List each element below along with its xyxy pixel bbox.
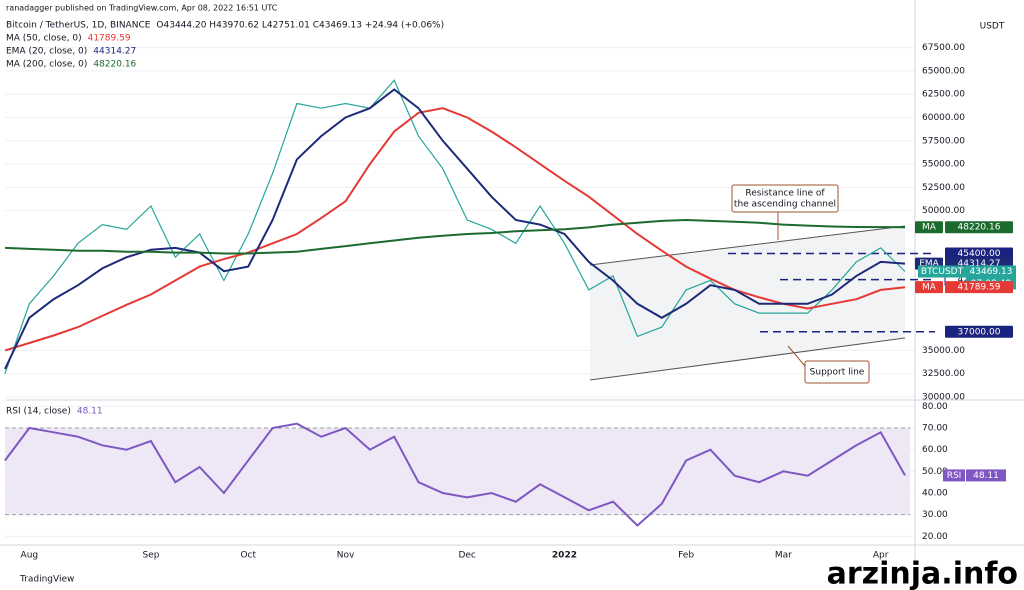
marker-value: 41789.59: [958, 283, 1001, 293]
y-tick-label: 30.00: [922, 510, 948, 520]
marker-bg: [945, 325, 1013, 338]
legend-name: RSI (14, close): [6, 407, 71, 417]
marker-value: 37000.00: [958, 327, 1001, 337]
series-line: [4, 107, 906, 352]
y-tick-label: 20.00: [922, 532, 948, 542]
y-tick-label: 52500.00: [922, 183, 965, 193]
marker-tag-bg: [915, 281, 943, 294]
x-tick-label: Dec: [458, 551, 475, 561]
legend-ohlc: O43444.20 H43970.62 L42751.01 C43469.13 …: [156, 21, 444, 31]
marker-tag: MA: [922, 223, 937, 233]
watermark: arzinja.info: [827, 557, 1018, 590]
y-tick-label: 65000.00: [922, 66, 965, 76]
marker-tag-bg: [943, 469, 965, 482]
y-tick-label: 70.00: [922, 424, 948, 434]
y-tick-label: 57500.00: [922, 136, 965, 146]
y-tick-label: 50.00: [922, 467, 948, 477]
y-tick-label: 60000.00: [922, 113, 965, 123]
marker-tag: BTCUSDT: [921, 267, 964, 277]
legend-name: MA (200, close, 0): [6, 60, 87, 70]
support-line: [589, 337, 906, 381]
annotation-text: Resistance line of: [745, 189, 825, 199]
y-tick-label: 32500.00: [922, 369, 965, 379]
y-tick-label: 60.00: [922, 445, 948, 455]
annotation-arrow: [787, 345, 806, 367]
marker-value: 45400.00: [958, 249, 1001, 259]
x-tick-label: Mar: [775, 551, 792, 561]
annotation-text: Support line: [810, 368, 865, 378]
marker-tag-bg: [915, 221, 943, 234]
marker-value: 44314.27: [958, 259, 1001, 269]
x-tick-label: 2022: [552, 551, 577, 561]
x-tick-label: Nov: [337, 551, 355, 561]
series-line: [4, 88, 906, 370]
footer-brand: TradingView: [19, 575, 74, 585]
legend-value: 41789.59: [88, 34, 131, 44]
axis-unit: USDT: [980, 22, 1005, 32]
marker-tag-bg: [918, 265, 966, 278]
legend-name: EMA (20, close, 0): [6, 47, 87, 57]
x-tick-label: Feb: [678, 551, 694, 561]
legend-value: 48.11: [77, 407, 103, 417]
y-tick-label: 40.00: [922, 489, 948, 499]
marker-bg: [966, 469, 1006, 482]
legend-name: MA (50, close, 0): [6, 34, 82, 44]
resistance-line: [589, 225, 906, 266]
series-line: [4, 422, 906, 527]
legend-value: 48220.16: [93, 60, 136, 70]
legend-name: Bitcoin / TetherUS, 1D, BINANCE: [6, 21, 151, 31]
marker-value: 43469.13: [970, 267, 1013, 277]
series-line: [4, 79, 906, 374]
y-tick-label: 80.00: [922, 402, 948, 412]
y-tick-label: 35000.00: [922, 346, 965, 356]
marker-bg: [945, 247, 1013, 260]
x-tick-label: Sep: [142, 551, 159, 561]
marker-bg: [945, 281, 1013, 294]
publisher: ranadagger published on TradingView.com,…: [6, 4, 278, 13]
annotation-box: [804, 360, 870, 384]
annotations: Resistance line of the ascending channel…: [731, 184, 870, 384]
x-tick-label: Aug: [21, 551, 39, 561]
marker-tag: EMA: [919, 259, 939, 269]
y-tick-label: 30000.00: [922, 393, 965, 403]
legend-value: 44314.27: [93, 47, 136, 57]
annotation-box: [731, 184, 839, 213]
annotation-text: the ascending channel: [734, 200, 836, 210]
y-tick-label: 50000.00: [922, 206, 965, 216]
y-tick-label: 62500.00: [922, 90, 965, 100]
y-tick-label: 67500.00: [922, 43, 965, 53]
marker-value: 48220.16: [958, 223, 1001, 233]
x-tick-label: Oct: [240, 551, 256, 561]
x-tick-label: Apr: [873, 551, 889, 561]
marker-value: 48.11: [973, 471, 999, 481]
series-line: [4, 218, 906, 255]
marker-tag: MA: [922, 283, 937, 293]
marker-tag: RSI: [947, 471, 962, 481]
y-tick-label: 55000.00: [922, 160, 965, 170]
marker-bg: [945, 221, 1013, 234]
channel-shading: [590, 226, 905, 380]
